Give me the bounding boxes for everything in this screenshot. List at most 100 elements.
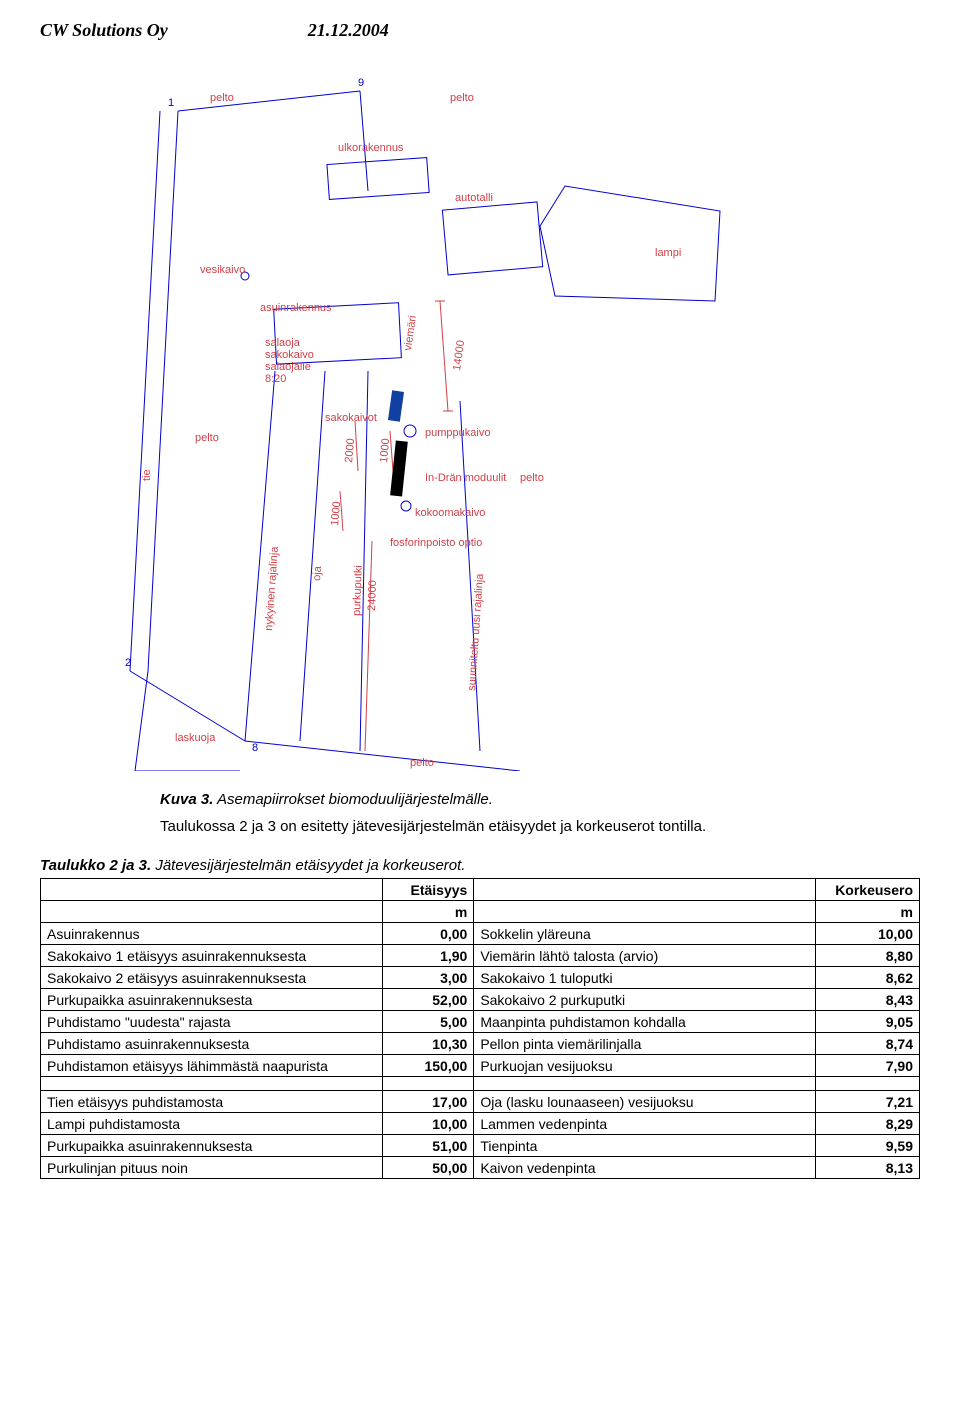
svg-text:suunniteltu uusi rajalinja: suunniteltu uusi rajalinja (466, 572, 486, 691)
table-title: Taulukko 2 ja 3. Jätevesijärjestelmän et… (40, 857, 920, 874)
caption-rest: Asemapiirrokset biomoduulijärjestelmälle… (213, 791, 493, 808)
th-blank1 (41, 879, 383, 901)
svg-text:8: 8 (252, 742, 258, 754)
svg-text:kokoomakaivo: kokoomakaivo (415, 507, 485, 519)
svg-text:fosforinpoisto optio: fosforinpoisto optio (390, 537, 482, 549)
table-row: Puhdistamon etäisyys lähimmästä naapuris… (41, 1055, 920, 1077)
cell-elevation: 8,13 (816, 1157, 920, 1179)
cell-elevation: 8,43 (816, 989, 920, 1011)
svg-text:pelto: pelto (520, 472, 544, 484)
figure-caption: Kuva 3. Asemapiirrokset biomoduulijärjes… (160, 791, 920, 837)
cell-label: Purkupaikka asuinrakennuksesta (41, 1135, 383, 1157)
cell-label: Sakokaivo 1 etäisyys asuinrakennuksesta (41, 945, 383, 967)
svg-text:lampi: lampi (655, 247, 681, 259)
cell-label: Purkupaikka asuinrakennuksesta (41, 989, 383, 1011)
th-m1: m (383, 901, 474, 923)
cell-label2: Sakokaivo 1 tuloputki (474, 967, 816, 989)
distance-elevation-table: Etäisyys Korkeusero m m Asuinrakennus0,0… (40, 878, 920, 1179)
svg-text:8:20: 8:20 (265, 373, 286, 385)
th-etaisyys: Etäisyys (383, 879, 474, 901)
cell-label: Sakokaivo 2 etäisyys asuinrakennuksesta (41, 967, 383, 989)
cell-label: Puhdistamo "uudesta" rajasta (41, 1011, 383, 1033)
svg-text:In-Drän moduulit: In-Drän moduulit (425, 472, 506, 484)
th-korkeusero: Korkeusero (816, 879, 920, 901)
cell-elevation: 8,62 (816, 967, 920, 989)
svg-text:salaoja: salaoja (265, 337, 301, 349)
cell-label2: Tienpinta (474, 1135, 816, 1157)
cell-label: Lampi puhdistamosta (41, 1113, 383, 1135)
cell-label: Purkulinjan pituus noin (41, 1157, 383, 1179)
svg-text:purkuputki: purkuputki (351, 565, 365, 616)
th-blank2 (474, 879, 816, 901)
cell-distance: 17,00 (383, 1091, 474, 1113)
svg-text:pelto: pelto (195, 432, 219, 444)
svg-text:1000: 1000 (329, 501, 343, 526)
table-title-prefix: Taulukko 2 ja 3. (40, 857, 151, 874)
cell-label2: Lammen vedenpinta (474, 1113, 816, 1135)
svg-text:autotalli: autotalli (455, 192, 493, 204)
svg-text:salaojalle: salaojalle (265, 361, 311, 373)
svg-text:9: 9 (358, 77, 364, 89)
cell-label2: Maanpinta puhdistamon kohdalla (474, 1011, 816, 1033)
svg-text:2000: 2000 (343, 438, 357, 463)
caption-prefix: Kuva 3. (160, 791, 213, 808)
cell-elevation: 10,00 (816, 923, 920, 945)
document-date: 21.12.2004 (308, 20, 389, 41)
cell-distance: 0,00 (383, 923, 474, 945)
cell-elevation: 9,59 (816, 1135, 920, 1157)
table-row: Purkulinjan pituus noin50,00Kaivon veden… (41, 1157, 920, 1179)
svg-text:tie: tie (141, 469, 153, 481)
table-row: Puhdistamo asuinrakennuksesta10,30Pellon… (41, 1033, 920, 1055)
cell-label: Puhdistamon etäisyys lähimmästä naapuris… (41, 1055, 383, 1077)
table-row: Puhdistamo "uudesta" rajasta5,00Maanpint… (41, 1011, 920, 1033)
svg-text:ulkorakennus: ulkorakennus (338, 142, 404, 154)
cell-elevation: 8,80 (816, 945, 920, 967)
cell-label2: Pellon pinta viemärilinjalla (474, 1033, 816, 1055)
cell-distance: 150,00 (383, 1055, 474, 1077)
svg-text:pelto: pelto (410, 757, 434, 769)
svg-text:1: 1 (168, 97, 174, 109)
table-row: Lampi puhdistamosta10,00Lammen vedenpint… (41, 1113, 920, 1135)
table-row: Purkupaikka asuinrakennuksesta51,00Tienp… (41, 1135, 920, 1157)
svg-text:sakokaivo: sakokaivo (265, 349, 314, 361)
table-row: Sakokaivo 1 etäisyys asuinrakennuksesta1… (41, 945, 920, 967)
cell-distance: 3,00 (383, 967, 474, 989)
cell-label: Puhdistamo asuinrakennuksesta (41, 1033, 383, 1055)
svg-text:pumppukaivo: pumppukaivo (425, 427, 490, 439)
svg-text:nykyinen rajalinja: nykyinen rajalinja (263, 545, 281, 631)
svg-text:pelto: pelto (210, 92, 234, 104)
table-row: Sakokaivo 2 etäisyys asuinrakennuksesta3… (41, 967, 920, 989)
company-name: CW Solutions Oy (40, 20, 168, 41)
cell-label2: Sokkelin yläreuna (474, 923, 816, 945)
document-header: CW Solutions Oy 21.12.2004 (40, 20, 920, 41)
diagram-svg: pelto pelto pelto pelto pelto lampi ulko… (100, 51, 820, 771)
cell-distance: 5,00 (383, 1011, 474, 1033)
caption-description: Taulukossa 2 ja 3 on esitetty jätevesijä… (160, 816, 920, 837)
table-row: Tien etäisyys puhdistamosta17,00Oja (las… (41, 1091, 920, 1113)
svg-text:viemäri: viemäri (402, 315, 419, 352)
cell-distance: 52,00 (383, 989, 474, 1011)
cell-label2: Viemärin lähtö talosta (arvio) (474, 945, 816, 967)
cell-distance: 10,30 (383, 1033, 474, 1055)
cell-distance: 1,90 (383, 945, 474, 967)
svg-text:pelto: pelto (450, 92, 474, 104)
th-m2: m (816, 901, 920, 923)
svg-text:sakokaivot: sakokaivot (325, 412, 377, 424)
svg-text:2: 2 (125, 657, 131, 669)
cell-label2: Oja (lasku lounaaseen) vesijuoksu (474, 1091, 816, 1113)
svg-text:laskuoja: laskuoja (175, 732, 216, 744)
cell-distance: 50,00 (383, 1157, 474, 1179)
table-row: Asuinrakennus0,00Sokkelin yläreuna10,00 (41, 923, 920, 945)
cell-label: Asuinrakennus (41, 923, 383, 945)
cell-label: Tien etäisyys puhdistamosta (41, 1091, 383, 1113)
svg-text:24000: 24000 (366, 580, 379, 611)
cell-elevation: 7,21 (816, 1091, 920, 1113)
cell-label2: Purkuojan vesijuoksu (474, 1055, 816, 1077)
cell-distance: 51,00 (383, 1135, 474, 1157)
site-plan-diagram: pelto pelto pelto pelto pelto lampi ulko… (100, 51, 820, 771)
svg-text:asuinrakennus: asuinrakennus (260, 302, 332, 314)
svg-text:1000: 1000 (378, 438, 392, 463)
cell-label2: Kaivon vedenpinta (474, 1157, 816, 1179)
cell-elevation: 7,90 (816, 1055, 920, 1077)
svg-text:vesikaivo: vesikaivo (200, 264, 245, 276)
